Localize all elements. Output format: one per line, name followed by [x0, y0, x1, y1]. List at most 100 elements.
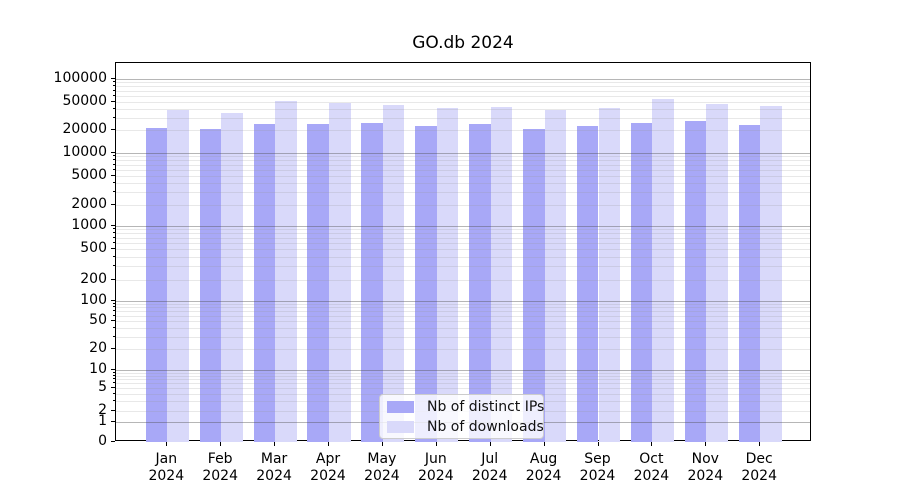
- y-tick-minor: [113, 228, 115, 230]
- plot-area: Nb of distinct IPs Nb of downloads: [115, 62, 811, 442]
- y-tick: [111, 78, 115, 79]
- y-tick-minor: [113, 241, 115, 243]
- y-tick: [111, 152, 115, 153]
- x-tick: [489, 442, 491, 446]
- bar-downloads: [760, 106, 782, 442]
- x-tick-label: Jul 2024: [471, 451, 508, 484]
- legend-row-distinct-ips: Nb of distinct IPs: [387, 399, 544, 415]
- y-tick-minor: [113, 163, 115, 165]
- y-tick-label: 50: [89, 311, 107, 328]
- y-tick-minor: [113, 374, 115, 376]
- y-tick: [111, 279, 115, 280]
- bar-downloads: [544, 110, 567, 442]
- y-tick: [111, 129, 115, 130]
- bar-distinct-ips: [630, 122, 653, 442]
- bar-distinct-ips: [684, 120, 707, 442]
- y-tick-minor: [113, 314, 115, 316]
- bar-distinct-ips: [253, 123, 276, 442]
- x-tick-label: May 2024: [364, 451, 400, 484]
- bar-distinct-ips: [469, 124, 491, 442]
- y-tick: [111, 387, 115, 388]
- y-tick-label: 1000: [71, 216, 107, 233]
- bar-distinct-ips: [523, 128, 545, 442]
- y-tick-minor: [113, 116, 115, 118]
- y-tick-label: 1: [98, 412, 107, 429]
- y-tick-label: 10: [89, 360, 107, 377]
- legend-label-downloads: Nb of downloads: [427, 418, 544, 435]
- y-tick-minor: [113, 191, 115, 193]
- bar-downloads: [490, 106, 513, 442]
- y-tick: [111, 248, 115, 249]
- bar-downloads: [436, 107, 459, 442]
- legend-row-downloads: Nb of downloads: [387, 419, 544, 435]
- x-tick-label: Jan 2024: [148, 451, 185, 484]
- y-tick: [111, 369, 115, 370]
- y-tick-label: 20: [89, 339, 107, 356]
- y-tick-minor: [113, 306, 115, 308]
- bar-downloads: [329, 103, 351, 442]
- x-tick-label: Jun 2024: [417, 451, 454, 484]
- x-tick-label: Mar 2024: [256, 451, 292, 484]
- y-tick-minor: [113, 182, 115, 184]
- y-tick-label: 5: [98, 378, 107, 395]
- bar-downloads: [221, 113, 243, 442]
- bars-layer: [116, 63, 810, 442]
- y-tick: [111, 421, 115, 422]
- y-tick: [111, 101, 115, 102]
- x-tick-label: Aug 2024: [525, 451, 562, 484]
- bar-downloads: [706, 103, 728, 442]
- y-tick-label: 2: [98, 401, 107, 418]
- legend-label-distinct-ips: Nb of distinct IPs: [427, 398, 545, 415]
- x-tick-label: Apr 2024: [310, 451, 346, 484]
- bar-downloads: [598, 108, 621, 442]
- y-tick-label: 50000: [62, 92, 107, 109]
- y-tick-minor: [113, 85, 115, 87]
- y-tick-minor: [113, 89, 115, 91]
- y-tick-minor: [113, 378, 115, 380]
- y-tick-label: 100: [80, 291, 107, 308]
- x-tick-label: Oct 2024: [633, 451, 670, 484]
- y-tick-minor: [113, 310, 115, 312]
- y-tick-minor: [113, 155, 115, 157]
- y-tick-minor: [113, 255, 115, 257]
- legend-swatch-downloads: [387, 420, 414, 433]
- bar-distinct-ips: [199, 129, 222, 442]
- y-tick: [111, 410, 115, 411]
- y-tick-minor: [113, 94, 115, 96]
- bar-distinct-ips: [415, 125, 437, 442]
- y-tick-minor: [113, 382, 115, 384]
- bar-distinct-ips: [361, 123, 383, 442]
- bar-distinct-ips: [307, 124, 329, 442]
- x-tick: [220, 442, 222, 446]
- y-tick: [111, 320, 115, 321]
- x-tick-label: Nov 2024: [687, 451, 724, 484]
- x-tick-label: Dec 2024: [741, 451, 777, 484]
- y-tick-minor: [113, 236, 115, 238]
- x-tick-label: Feb 2024: [202, 451, 238, 484]
- y-tick: [111, 441, 115, 442]
- y-tick: [111, 300, 115, 301]
- x-tick: [166, 442, 168, 446]
- y-tick-minor: [113, 371, 115, 373]
- y-tick-minor: [113, 399, 115, 401]
- x-tick: [543, 442, 545, 446]
- x-tick: [435, 442, 437, 446]
- bar-distinct-ips: [738, 125, 761, 442]
- y-tick-label: 2000: [71, 195, 107, 212]
- x-tick: [328, 442, 329, 446]
- y-tick-minor: [113, 168, 115, 170]
- x-tick: [381, 442, 383, 446]
- bar-downloads: [382, 104, 405, 442]
- x-tick: [705, 442, 707, 446]
- x-tick: [759, 442, 761, 446]
- legend: Nb of distinct IPs Nb of downloads: [379, 394, 544, 439]
- y-tick-minor: [113, 303, 115, 305]
- y-tick: [111, 348, 115, 349]
- y-tick-label: 20000: [62, 120, 107, 137]
- y-tick-minor: [113, 107, 115, 109]
- x-tick: [597, 442, 599, 446]
- y-tick-label: 200: [80, 270, 107, 287]
- y-tick-minor: [113, 392, 115, 394]
- legend-swatch-distinct-ips: [387, 400, 414, 413]
